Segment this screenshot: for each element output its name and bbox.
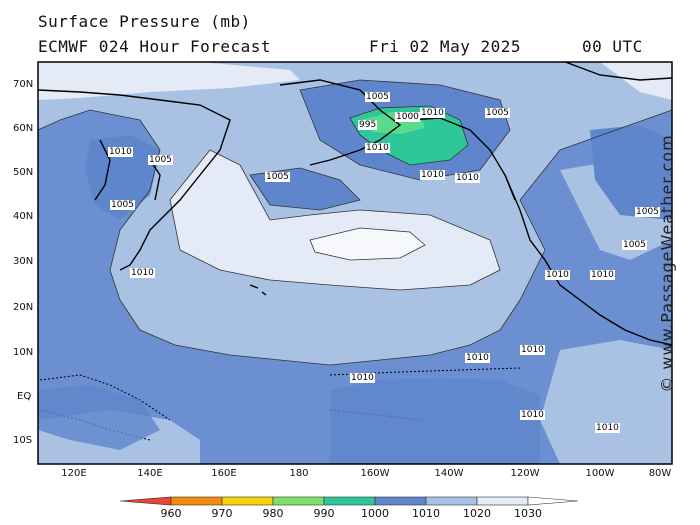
forecast-time: 00 UTC [582, 37, 643, 56]
isobar-label: 1010 [465, 353, 490, 363]
colorbar-label: 960 [160, 507, 182, 520]
map-title: Surface Pressure (mb) [38, 12, 251, 31]
lat-label: 10N [13, 347, 34, 358]
colorbar-arrow-high [527, 496, 579, 506]
isobar-label: 1010 [420, 108, 445, 118]
isobar-label: 1005 [265, 172, 290, 182]
forecast-model: ECMWF 024 Hour Forecast [38, 37, 272, 56]
isobar-label: 1005 [148, 155, 173, 165]
isobar-label: 1010 [520, 410, 545, 420]
colorbar-swatch [476, 496, 529, 506]
isobar-label: 1005 [110, 200, 135, 210]
north-america-coast [504, 174, 672, 346]
pressure-field-1020 [170, 150, 500, 290]
colorbar-label: 1020 [463, 507, 491, 520]
lat-label: 10S [13, 435, 33, 446]
isobar-label: 1010 [420, 170, 445, 180]
colorbar-swatch [374, 496, 427, 506]
lon-label: 100W [585, 468, 615, 479]
colorbar-label: 980 [262, 507, 284, 520]
lat-label: 60N [13, 123, 34, 134]
colorbar-swatch [425, 496, 478, 506]
isobar-label: 1005 [622, 240, 647, 250]
forecast-date: Fri 02 May 2025 [369, 37, 521, 56]
lat-label: 20N [13, 302, 34, 313]
colorbar-label: 1030 [514, 507, 542, 520]
colorbar-swatch [221, 496, 274, 506]
lon-label: 140W [434, 468, 464, 479]
lon-label: 180 [289, 468, 309, 479]
isobar-label: 1005 [635, 207, 660, 217]
lat-label: 70N [13, 79, 34, 90]
isobar-label: 1010 [595, 423, 620, 433]
isobar-label: 1010 [130, 268, 155, 278]
lon-label: 80W [648, 468, 672, 479]
lon-label: 120E [61, 468, 87, 479]
isobar-label: 1010 [455, 173, 480, 183]
isobar-label: 1010 [350, 373, 375, 383]
isobar-label: 995 [358, 120, 378, 130]
lon-label: 160E [211, 468, 237, 479]
isobar-label: 1010 [545, 270, 570, 280]
hawaii [249, 284, 267, 296]
colorbar-swatch [170, 496, 223, 506]
colorbar-arrow-low [119, 496, 172, 506]
isobar-label: 1010 [520, 345, 545, 355]
lon-label: 120W [510, 468, 540, 479]
lon-label: 160W [360, 468, 390, 479]
lon-label: 140E [137, 468, 163, 479]
colorbar-swatch [323, 496, 376, 506]
lat-label: 40N [13, 211, 34, 222]
alaska-coast [279, 79, 402, 166]
isobar-label: 1010 [590, 270, 615, 280]
watermark: © www.PassageWeather.com [657, 134, 677, 393]
lat-label: EQ [17, 391, 32, 402]
lat-label: 50N [13, 167, 34, 178]
colorbar [119, 496, 579, 506]
colorbar-label: 1010 [412, 507, 440, 520]
colorbar-label: 990 [313, 507, 335, 520]
isobar-label: 1005 [485, 108, 510, 118]
isobar-label: 1010 [108, 147, 133, 157]
isobar-label: 1005 [365, 92, 390, 102]
isobar-label: 1000 [395, 112, 420, 122]
colorbar-label: 970 [211, 507, 233, 520]
colorbar-swatch [272, 496, 325, 506]
isobar-label: 1010 [365, 143, 390, 153]
asia-coast [38, 89, 231, 271]
lat-label: 30N [13, 256, 34, 267]
colorbar-label: 1000 [361, 507, 389, 520]
